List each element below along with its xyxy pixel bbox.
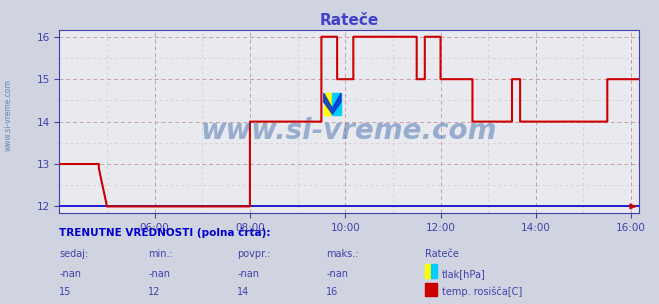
Text: -nan: -nan [326, 269, 348, 279]
Polygon shape [324, 93, 341, 114]
Text: TRENUTNE VREDNOSTI (polna črta):: TRENUTNE VREDNOSTI (polna črta): [59, 227, 271, 238]
Text: sedaj:: sedaj: [59, 249, 88, 259]
Bar [332, 93, 341, 115]
Text: www.si-vreme.com: www.si-vreme.com [4, 80, 13, 151]
Text: temp. rosišča[C]: temp. rosišča[C] [442, 286, 523, 297]
Text: -nan: -nan [148, 269, 170, 279]
Text: www.si-vreme.com: www.si-vreme.com [201, 117, 498, 145]
Text: min.:: min.: [148, 249, 173, 259]
Text: 16: 16 [326, 287, 339, 297]
Bar [324, 93, 332, 115]
Title: Rateče: Rateče [320, 13, 379, 28]
Text: 12: 12 [148, 287, 161, 297]
Text: maks.:: maks.: [326, 249, 358, 259]
Text: -nan: -nan [237, 269, 259, 279]
Text: 14: 14 [237, 287, 250, 297]
Text: Rateče: Rateče [425, 249, 459, 259]
Text: 15: 15 [59, 287, 72, 297]
Text: tlak[hPa]: tlak[hPa] [442, 269, 486, 279]
Text: -nan: -nan [59, 269, 81, 279]
Text: povpr.:: povpr.: [237, 249, 271, 259]
